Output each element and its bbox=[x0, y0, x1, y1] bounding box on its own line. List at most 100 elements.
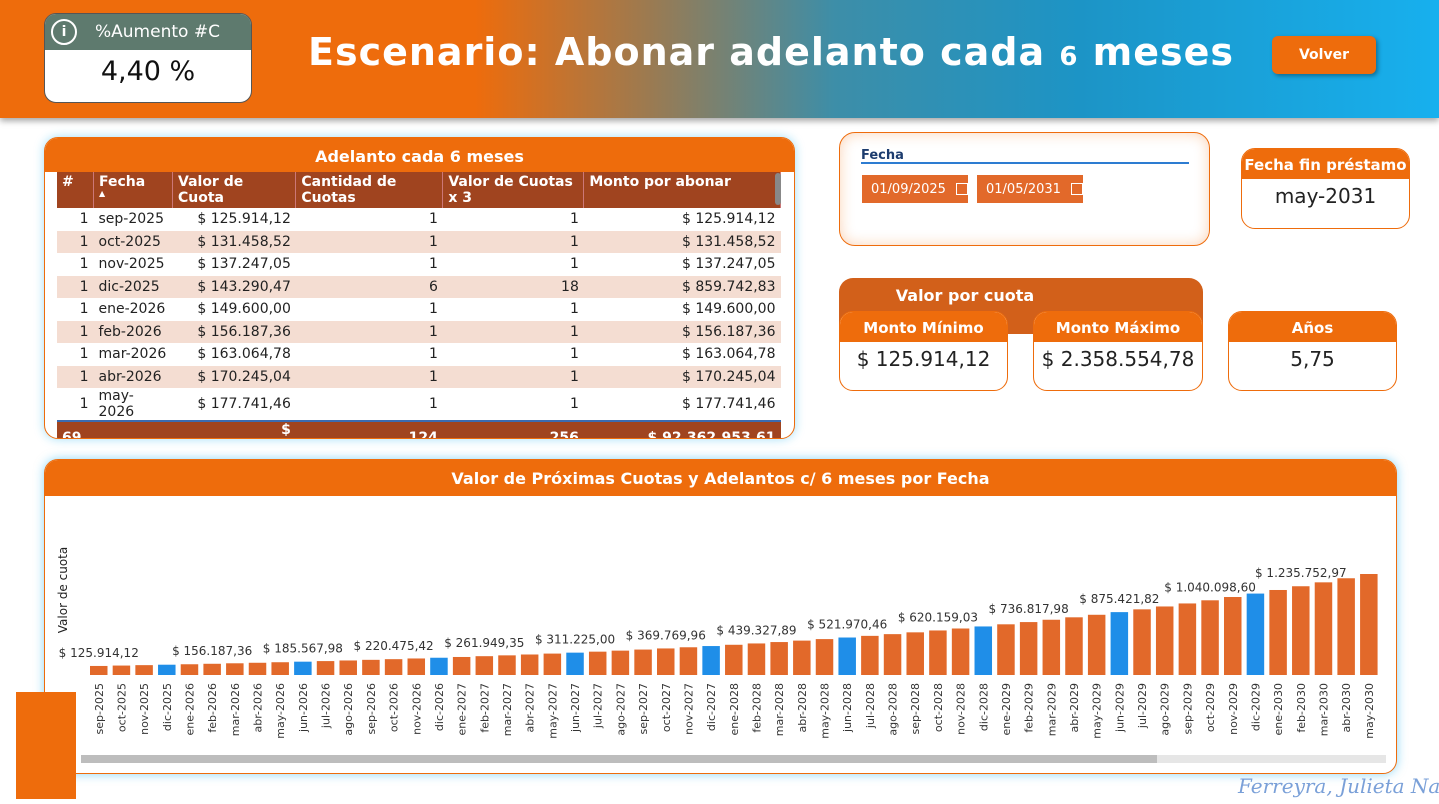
bar-feb-2028[interactable] bbox=[747, 643, 766, 675]
volver-button[interactable]: Volver bbox=[1272, 36, 1376, 74]
bar-ago-2027[interactable] bbox=[611, 650, 630, 675]
bar-sep-2029[interactable] bbox=[1178, 603, 1197, 675]
bar-feb-2027[interactable] bbox=[475, 656, 494, 675]
table-cell: 1 bbox=[79, 396, 89, 412]
bar-sep-2028[interactable] bbox=[906, 632, 924, 675]
bar-jul-2028[interactable] bbox=[861, 635, 879, 675]
table-cell: ene-2026 bbox=[98, 301, 166, 318]
x-tick-label: jul-2027 bbox=[592, 683, 605, 729]
table-cell: 1 bbox=[428, 346, 438, 363]
bar-feb-2029[interactable] bbox=[1019, 622, 1038, 675]
bar-mar-2027[interactable] bbox=[498, 655, 516, 675]
chart-scroll-thumb[interactable] bbox=[81, 755, 1157, 763]
bar-dic-2025[interactable] bbox=[158, 664, 176, 675]
col-header-fecha[interactable]: Fecha ▲ bbox=[93, 172, 173, 208]
bar-oct-2029[interactable] bbox=[1201, 600, 1219, 675]
bar-dic-2028[interactable] bbox=[974, 626, 993, 675]
bar-dic-2027[interactable] bbox=[702, 646, 720, 675]
bar-mar-2026[interactable] bbox=[226, 663, 244, 675]
table-cell: 1 bbox=[79, 346, 89, 363]
x-tick-label: feb-2029 bbox=[1023, 683, 1036, 733]
bar-ene-2026[interactable] bbox=[180, 664, 199, 675]
table-cell: $ 131.458,52 bbox=[172, 230, 296, 253]
calendar-icon[interactable] bbox=[1070, 183, 1083, 195]
bar-mar-2028[interactable] bbox=[770, 642, 788, 675]
bar-may-2028[interactable] bbox=[815, 639, 834, 675]
bar-abr-2028[interactable] bbox=[793, 640, 811, 675]
table-row[interactable]: 1 dic-2025 $ 143.290,47 6 18 $ 859.742,83 bbox=[57, 275, 781, 298]
x-tick-label: nov-2028 bbox=[955, 683, 968, 735]
bar-sep-2026[interactable] bbox=[362, 659, 380, 675]
bar-oct-2028[interactable] bbox=[929, 630, 947, 675]
col-header-valor-x3[interactable]: Valor de Cuotas x 3 bbox=[442, 172, 585, 208]
table-row[interactable]: 1 oct-2025 $ 131.458,52 1 1 $ 131.458,52 bbox=[57, 230, 781, 253]
bar-feb-2026[interactable] bbox=[203, 663, 221, 675]
bar-jun-2027[interactable] bbox=[566, 652, 584, 675]
x-tick-label: jul-2029 bbox=[1136, 683, 1149, 729]
bar-abr-2029[interactable] bbox=[1065, 617, 1083, 675]
data-label: $ 185.567,98 bbox=[263, 642, 343, 656]
col-header-num[interactable]: # bbox=[57, 172, 94, 208]
bar-may-2026[interactable] bbox=[271, 662, 289, 675]
bar-nov-2028[interactable] bbox=[951, 628, 970, 675]
table-row[interactable]: 1 sep-2025 $ 125.914,12 1 1 $ 125.914,12 bbox=[57, 208, 781, 231]
bar-jul-2029[interactable] bbox=[1133, 609, 1151, 675]
bar-nov-2029[interactable] bbox=[1224, 597, 1242, 675]
bar-dic-2029[interactable] bbox=[1246, 593, 1265, 675]
fecha-start-input[interactable]: 01/09/2025 bbox=[862, 175, 968, 203]
bar-abr-2030[interactable] bbox=[1337, 578, 1355, 675]
bar-sep-2025[interactable] bbox=[90, 665, 108, 675]
col-header-cantidad[interactable]: Cantidad de Cuotas bbox=[295, 172, 444, 208]
bar-ago-2029[interactable] bbox=[1155, 606, 1174, 675]
bar-ago-2026[interactable] bbox=[339, 660, 357, 675]
table-cell: $ 137.247,05 bbox=[197, 256, 291, 273]
bar-ene-2028[interactable] bbox=[725, 644, 743, 675]
bar-ene-2030[interactable] bbox=[1269, 589, 1287, 675]
bar-may-2029[interactable] bbox=[1087, 614, 1106, 675]
bar-ene-2029[interactable] bbox=[997, 624, 1015, 675]
fecha-slider-line[interactable] bbox=[861, 162, 1189, 164]
calendar-icon[interactable] bbox=[955, 183, 968, 195]
bar-oct-2027[interactable] bbox=[657, 648, 675, 675]
table-cell: $ 156.187,36 bbox=[172, 320, 296, 343]
bar-mar-2029[interactable] bbox=[1042, 619, 1061, 675]
info-icon[interactable]: i bbox=[51, 19, 77, 45]
bar-jun-2026[interactable] bbox=[294, 661, 312, 675]
table-cell: 1 bbox=[442, 365, 584, 388]
bar-jun-2029[interactable] bbox=[1110, 612, 1129, 675]
table-row[interactable]: 1 nov-2025 $ 137.247,05 1 1 $ 137.247,05 bbox=[57, 253, 781, 276]
bar-ene-2027[interactable] bbox=[452, 656, 471, 675]
table-cell: $ 131.458,52 bbox=[583, 230, 781, 253]
data-label: $ 875.421,82 bbox=[1079, 592, 1159, 606]
bar-ago-2028[interactable] bbox=[883, 634, 902, 675]
bar-feb-2030[interactable] bbox=[1292, 586, 1310, 675]
bar-jun-2028[interactable] bbox=[838, 637, 856, 675]
bar-mar-2030[interactable] bbox=[1314, 582, 1333, 675]
bar-may-2030[interactable] bbox=[1360, 574, 1378, 675]
col-header-valor[interactable]: Valor de Cuota bbox=[172, 172, 297, 208]
table-row[interactable]: 1 may-2026 $ 177.741,46 1 1 $ 177.741,46 bbox=[57, 388, 781, 421]
table-row[interactable]: 1 abr-2026 $ 170.245,04 1 1 $ 170.245,04 bbox=[57, 365, 781, 388]
table-row[interactable]: 1 feb-2026 $ 156.187,36 1 1 $ 156.187,36 bbox=[57, 320, 781, 343]
bar-nov-2027[interactable] bbox=[679, 647, 698, 675]
bar-abr-2027[interactable] bbox=[520, 654, 539, 675]
bar-dic-2026[interactable] bbox=[430, 657, 448, 675]
x-tick-label: oct-2025 bbox=[115, 683, 128, 732]
bar-jul-2026[interactable] bbox=[316, 661, 335, 675]
bar-may-2027[interactable] bbox=[543, 653, 562, 675]
bar-oct-2026[interactable] bbox=[384, 659, 403, 675]
fecha-end-input[interactable]: 01/05/2031 bbox=[977, 175, 1083, 203]
x-tick-label: abr-2026 bbox=[252, 683, 265, 733]
table-row[interactable]: 1 ene-2026 $ 149.600,00 1 1 $ 149.600,00 bbox=[57, 298, 781, 321]
bar-jul-2027[interactable] bbox=[588, 651, 607, 675]
table-row[interactable]: 1 mar-2026 $ 163.064,78 1 1 $ 163.064,78 bbox=[57, 343, 781, 366]
bar-nov-2025[interactable] bbox=[135, 665, 153, 675]
col-header-monto[interactable]: Monto por abonar bbox=[583, 172, 781, 208]
data-label: $ 220.475,42 bbox=[354, 639, 434, 653]
table-scrollbar[interactable] bbox=[775, 173, 781, 205]
bar-nov-2026[interactable] bbox=[407, 658, 426, 675]
author-signature: Ferreyra, Julieta Nahir bbox=[1238, 774, 1439, 798]
bar-oct-2025[interactable] bbox=[112, 665, 131, 675]
bar-abr-2026[interactable] bbox=[248, 662, 267, 675]
bar-sep-2027[interactable] bbox=[634, 649, 652, 675]
